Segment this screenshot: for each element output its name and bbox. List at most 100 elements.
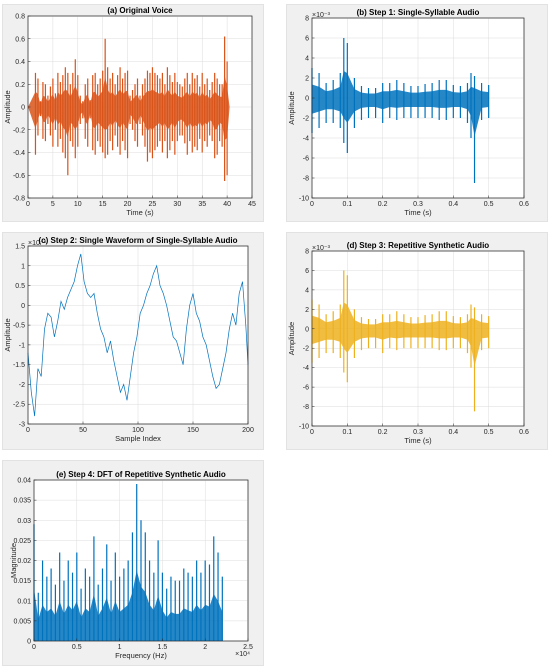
x-tick-label: 0.5	[72, 644, 82, 651]
x-tick-label: 20	[124, 201, 132, 208]
y-tick-label: 0.5	[15, 283, 25, 290]
y-tick-label: 6	[305, 36, 309, 43]
chart-title: (b) Step 1: Single-Syllable Audio	[357, 8, 480, 17]
y-tick-label: 0.03	[17, 518, 31, 525]
y-tick-label: -0.5	[13, 323, 25, 330]
x-tick-label: 0.1	[342, 201, 352, 208]
x-tick-label: 0	[26, 201, 30, 208]
series-line	[27, 253, 249, 417]
y-tick-label: 0.2	[15, 82, 25, 89]
chart-c: 0 50 100 150 200 -3 -2.5 -2 -1.5 -1 -0.5 0 0.5 1 1.5 (c…	[3, 236, 254, 443]
y-tick-label: -4	[303, 365, 309, 372]
y-axis-label: Amplitude	[287, 322, 296, 355]
x-tick-label: 1.5	[158, 644, 168, 651]
chart-title: (d) Step 3: Repetitive Synthetic Audio	[347, 241, 489, 250]
chart-b: 0 0.1 0.2 0.3 0.4 0.5 0.6 -10 -8 -6 -4 -2 0 2 4 6 8 (b) S…	[287, 8, 529, 217]
y-tick-label: -2	[19, 382, 25, 389]
series-band	[312, 71, 489, 137]
x-tick-label: 0.4	[448, 429, 458, 436]
y-tick-label: -8	[303, 176, 309, 183]
y-tick-label: -6	[303, 385, 309, 392]
y-tick-label: -1.5	[13, 362, 25, 369]
chart-title: (c) Step 2: Single Waveform of Single-Sy…	[39, 236, 238, 245]
series-band	[312, 302, 489, 366]
x-tick-label: 0.6	[519, 201, 529, 208]
y-exponent-label: ×10⁻³	[312, 12, 331, 19]
x-tick-label: 25	[149, 201, 157, 208]
chart-d: 0 0.1 0.2 0.3 0.4 0.5 0.6 -10 -8 -6 -4 -2 0 2 4 6 8 (d) S…	[287, 241, 529, 445]
chart-a: 0 5 10 15 20 25 30 35 40 45 -0.8 -0.6 -0.4 -0.2 0 0.2 0.…	[3, 6, 256, 217]
x-tick-label: 50	[79, 427, 87, 434]
x-tick-label: 10	[74, 201, 82, 208]
y-tick-label: 0.035	[13, 498, 31, 505]
chart-title: (a) Original Voice	[107, 6, 173, 15]
y-tick-label: -1	[19, 342, 25, 349]
x-tick-label: 40	[223, 201, 231, 208]
y-tick-label: 4	[305, 56, 309, 63]
y-tick-label: -10	[299, 196, 309, 203]
x-axis-label: Sample Index	[115, 434, 161, 443]
x-tick-label: 0.3	[413, 429, 423, 436]
y-tick-label: -3	[19, 422, 25, 429]
x-tick-label: 0	[32, 644, 36, 651]
y-tick-label: -0.4	[13, 150, 25, 157]
y-tick-label: 8	[305, 249, 309, 256]
y-tick-label: 0.04	[17, 478, 31, 485]
x-tick-label: 0.2	[378, 201, 388, 208]
y-tick-label: 8	[305, 16, 309, 23]
x-tick-label: 5	[51, 201, 55, 208]
x-tick-label: 2	[203, 644, 207, 651]
y-tick-label: -2	[303, 116, 309, 123]
y-exponent-label: ×10⁻³	[28, 240, 47, 247]
y-tick-label: 1	[21, 263, 25, 270]
y-tick-label: 2	[305, 76, 309, 83]
series-band	[34, 570, 223, 641]
y-tick-label: 0	[21, 303, 25, 310]
x-tick-label: 45	[248, 201, 256, 208]
x-tick-label: 15	[99, 201, 107, 208]
y-tick-label: 0.4	[15, 59, 25, 66]
x-exponent-label: ×10⁴	[235, 651, 250, 658]
x-axis-label: Time (s)	[404, 208, 432, 217]
x-tick-label: 100	[132, 427, 144, 434]
y-tick-label: -0.2	[13, 127, 25, 134]
y-axis-label: Magnitude	[9, 543, 18, 578]
y-tick-label: 0.02	[17, 558, 31, 565]
y-axis-label: Amplitude	[287, 91, 296, 124]
x-tick-label: 35	[198, 201, 206, 208]
x-tick-label: 0	[310, 429, 314, 436]
x-tick-label: 0.6	[519, 429, 529, 436]
y-tick-label: -10	[299, 424, 309, 431]
x-tick-label: 0.5	[484, 429, 494, 436]
x-tick-label: 0.4	[448, 201, 458, 208]
y-tick-label: -2	[303, 346, 309, 353]
y-tick-label: -4	[303, 136, 309, 143]
y-tick-label: 4	[305, 287, 309, 294]
y-tick-label: -0.8	[13, 196, 25, 203]
x-axis-label: Time (s)	[126, 208, 154, 217]
y-tick-label: 0	[27, 639, 31, 646]
x-tick-label: 150	[187, 427, 199, 434]
y-tick-label: 0.015	[13, 578, 31, 585]
y-tick-label: -6	[303, 156, 309, 163]
x-tick-label: 0.3	[413, 201, 423, 208]
x-tick-label: 0	[310, 201, 314, 208]
chart-e: 0 0.5 1 1.5 2 2.5 0 0.005 0.01 0.015 0.02 0.025 0.03…	[9, 470, 253, 660]
y-tick-label: -2.5	[13, 402, 25, 409]
x-axis-label: Frequency (Hz)	[115, 651, 167, 660]
x-tick-label: 2.5	[243, 644, 253, 651]
series-band	[28, 75, 230, 141]
x-axis-label: Time (s)	[404, 436, 432, 445]
x-tick-label: 0	[26, 427, 30, 434]
y-tick-label: 1.5	[15, 244, 25, 251]
x-tick-label: 1	[118, 644, 122, 651]
x-tick-label: 0.5	[484, 201, 494, 208]
y-tick-label: 0.025	[13, 538, 31, 545]
y-tick-label: 0.8	[15, 14, 25, 21]
y-tick-label: 0.6	[15, 36, 25, 43]
y-tick-label: 0	[21, 105, 25, 112]
chart-title: (e) Step 4: DFT of Repetitive Synthetic …	[56, 470, 226, 479]
x-tick-label: 0.2	[378, 429, 388, 436]
